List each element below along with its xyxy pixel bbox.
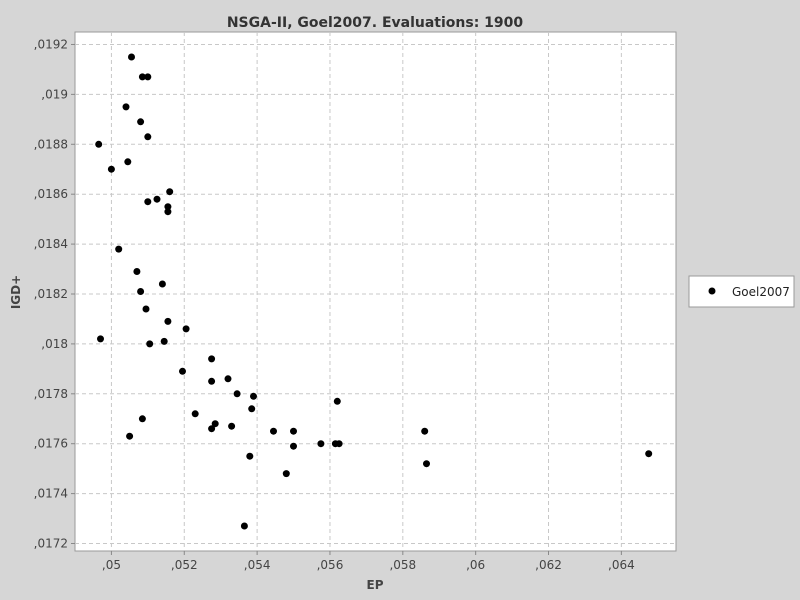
- y-tick-label: ,0174: [34, 487, 68, 501]
- data-point: [122, 103, 130, 111]
- y-axis-label: IGD+: [9, 275, 23, 309]
- data-point: [208, 425, 216, 433]
- x-tick-label: ,058: [389, 558, 416, 572]
- x-axis-ticks: ,05 ,052 ,054 ,056 ,058 ,06 ,062 ,064: [102, 551, 635, 572]
- data-point: [115, 245, 123, 253]
- data-point: [246, 452, 254, 460]
- x-tick-label: ,064: [608, 558, 635, 572]
- data-point: [107, 165, 115, 173]
- y-tick-label: ,019: [41, 87, 68, 101]
- data-point: [137, 118, 145, 126]
- data-point: [208, 355, 216, 363]
- data-point: [240, 522, 248, 530]
- data-point: [211, 420, 219, 428]
- data-point: [250, 392, 257, 400]
- y-tick-label: ,0184: [34, 237, 68, 251]
- data-point: [164, 317, 172, 325]
- data-point: [144, 73, 152, 81]
- data-point: [128, 53, 135, 61]
- data-point: [270, 427, 277, 435]
- data-point: [124, 158, 132, 166]
- y-tick-label: ,0186: [34, 187, 68, 201]
- data-point: [191, 410, 199, 418]
- legend-label: Goel2007: [732, 285, 790, 299]
- x-tick-label: ,056: [317, 558, 344, 572]
- data-point: [133, 268, 141, 275]
- data-point: [333, 397, 341, 405]
- y-tick-label: ,0178: [34, 387, 68, 401]
- data-point: [126, 432, 134, 440]
- y-tick-label: ,0188: [34, 137, 68, 151]
- x-tick-label: ,06: [466, 558, 485, 572]
- grid: [75, 32, 676, 551]
- data-point: [290, 427, 297, 435]
- data-point: [224, 375, 232, 383]
- legend-box: [688, 275, 795, 308]
- data-point: [182, 325, 190, 333]
- data-point: [144, 133, 152, 141]
- y-axis-ticks: ,0172 ,0174 ,0176 ,0178 ,018 ,0182 ,0184 ,0186,…: [34, 37, 75, 551]
- data-point: [645, 450, 653, 458]
- data-point: [248, 405, 256, 413]
- data-point: [335, 440, 343, 448]
- data-point: [95, 140, 103, 148]
- x-tick-label: ,062: [535, 558, 562, 572]
- y-tick-label: ,018: [41, 337, 68, 351]
- data-point: [144, 198, 152, 206]
- data-point: [421, 427, 429, 435]
- data-point: [282, 470, 290, 478]
- data-point: [179, 367, 186, 375]
- legend-marker: [708, 287, 716, 295]
- data-point: [164, 208, 172, 216]
- data-point: [166, 188, 174, 196]
- x-tick-label: ,05: [102, 558, 121, 572]
- data-point: [290, 442, 297, 450]
- data-point: [138, 415, 146, 423]
- legend: Goel2007: [688, 275, 795, 308]
- data-point: [233, 390, 241, 398]
- x-axis-label: EP: [367, 578, 384, 592]
- data-point: [137, 288, 145, 295]
- data-point: [158, 280, 166, 288]
- data-points: [95, 53, 653, 530]
- data-point: [146, 340, 154, 348]
- data-point: [423, 460, 430, 468]
- data-point: [208, 377, 216, 385]
- data-point: [97, 335, 104, 343]
- y-tick-label: ,0192: [34, 37, 68, 51]
- chart-title: NSGA-II, Goel2007. Evaluations: 1900: [227, 15, 524, 31]
- x-tick-label: ,052: [171, 558, 198, 572]
- y-tick-label: ,0176: [34, 437, 68, 451]
- data-point: [160, 337, 168, 345]
- x-tick-label: ,054: [244, 558, 271, 572]
- data-point: [164, 203, 172, 211]
- y-tick-label: ,0172: [34, 537, 68, 551]
- data-point: [138, 73, 146, 81]
- data-point: [142, 305, 150, 313]
- y-tick-label: ,0182: [34, 287, 68, 301]
- data-point: [317, 440, 325, 448]
- data-point: [153, 195, 161, 203]
- plot-area: [74, 31, 677, 552]
- data-point: [228, 422, 236, 430]
